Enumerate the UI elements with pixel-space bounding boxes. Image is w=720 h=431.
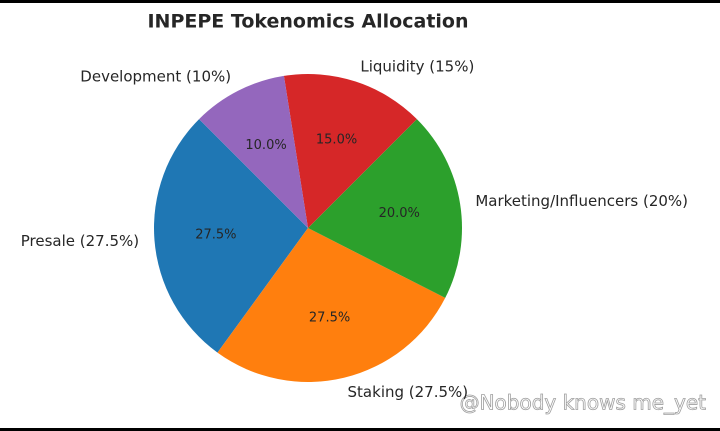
value-label: 20.0% (379, 206, 420, 221)
value-label: 15.0% (316, 133, 357, 148)
slice-label: Staking (27.5%) (348, 383, 469, 401)
value-label: 27.5% (195, 228, 236, 243)
pie-slice (308, 119, 462, 298)
pie-slice (283, 74, 417, 228)
value-label: 27.5% (309, 310, 350, 325)
pie-slice (154, 119, 308, 353)
top-border (0, 0, 720, 3)
slice-label: Marketing/Influencers (20%) (475, 192, 688, 210)
slice-label: Presale (27.5%) (21, 232, 139, 250)
watermark: @Nobody knows me_yet (460, 391, 707, 415)
pie-slice (199, 75, 308, 228)
bottom-border (0, 428, 720, 431)
chart-title: INPEPE Tokenomics Allocation (147, 11, 468, 33)
value-label: 10.0% (245, 138, 286, 153)
slice-label: Development (10%) (80, 68, 231, 86)
slice-label: Liquidity (15%) (360, 57, 474, 75)
pie-slice (217, 228, 446, 382)
